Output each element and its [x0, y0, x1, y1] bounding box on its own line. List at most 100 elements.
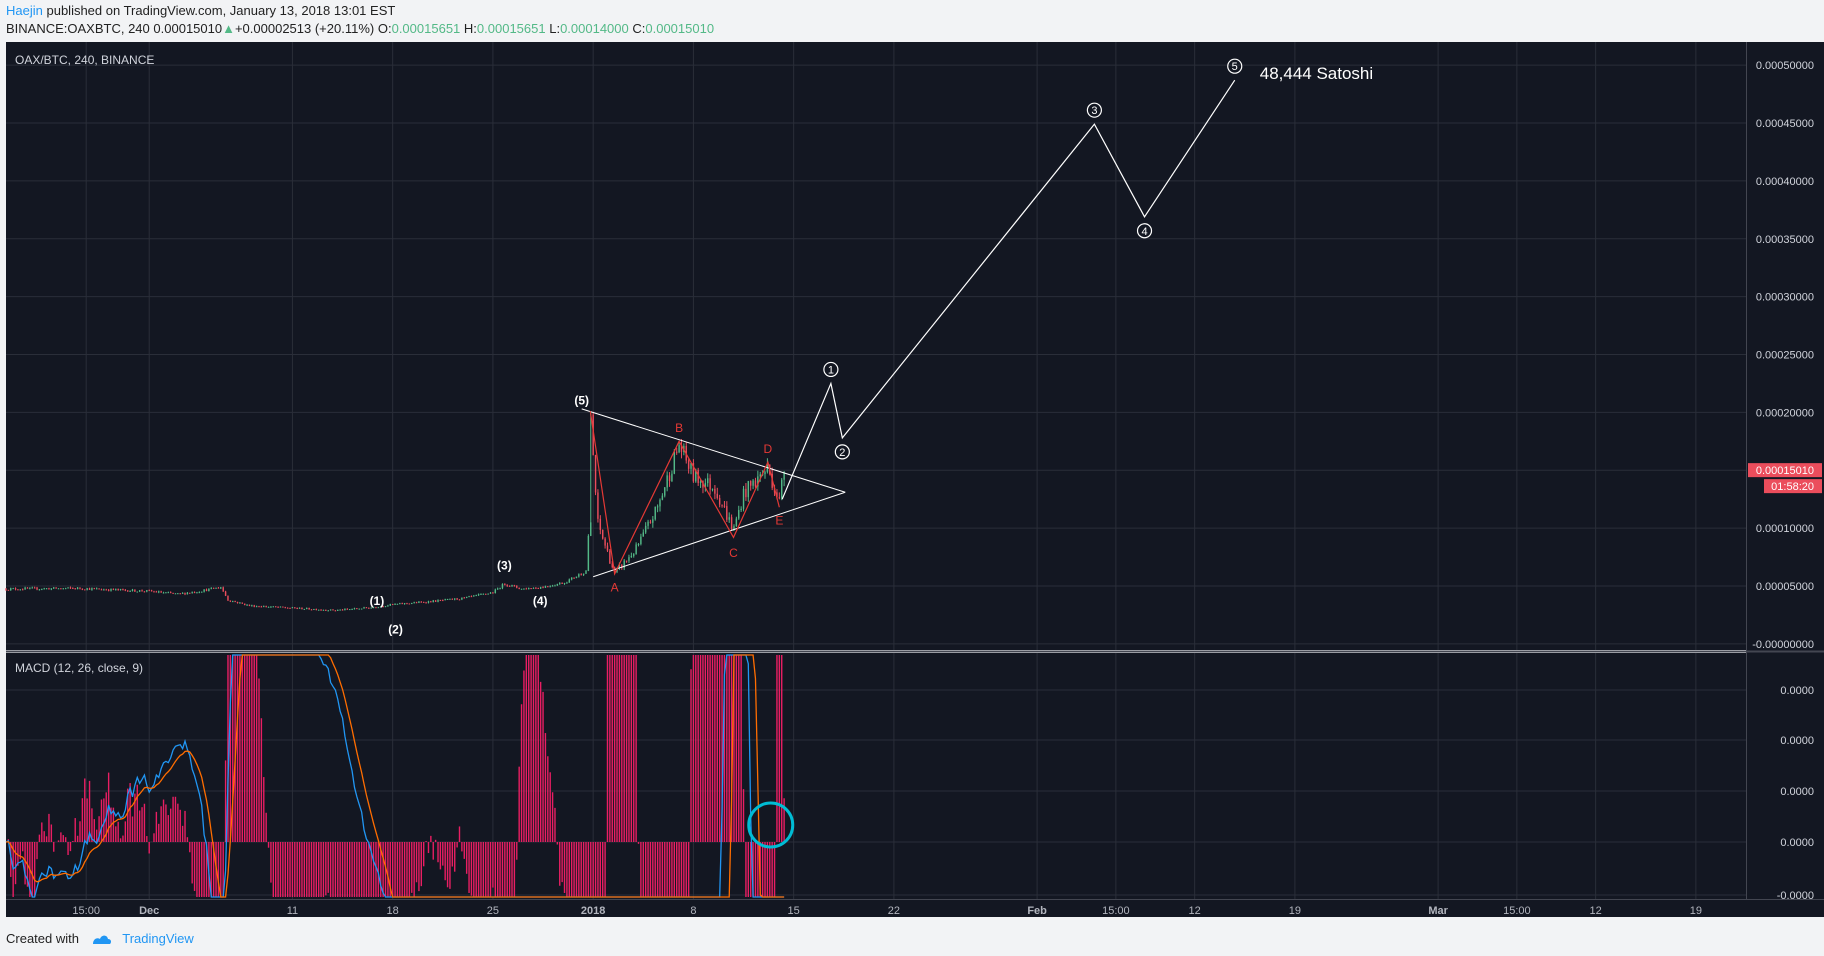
- candle-body: [289, 607, 291, 609]
- tradingview-link[interactable]: TradingView: [122, 931, 194, 946]
- time-axis-tick-label: 15:00: [1503, 905, 1531, 917]
- footer: Created with TradingView: [6, 931, 194, 946]
- candle-body: [704, 483, 707, 488]
- candle-body: [568, 579, 571, 583]
- candle-body: [504, 583, 506, 585]
- candle-body: [654, 506, 656, 520]
- candle-body: [174, 593, 177, 595]
- candle-body: [394, 603, 396, 605]
- candle-body: [516, 585, 518, 588]
- candle-body: [186, 592, 189, 595]
- candle-body: [227, 595, 229, 601]
- candle-body: [675, 451, 678, 453]
- candle-body: [570, 577, 573, 580]
- candle-body: [735, 518, 738, 527]
- candle-body: [21, 589, 24, 591]
- price-axis-tick-label: 0.00050000: [1756, 60, 1814, 72]
- candle-body: [12, 588, 14, 590]
- candle-body: [279, 606, 282, 608]
- time-axis-tick-label: 15: [788, 905, 800, 917]
- candle-body: [511, 585, 513, 587]
- candle-body: [561, 582, 563, 584]
- candle-body: [131, 589, 134, 592]
- candle-body: [668, 475, 671, 481]
- projection-wave-label: 4: [1141, 226, 1147, 238]
- candle-body: [251, 605, 253, 607]
- last-price-tag-label: 0.00015010: [1756, 465, 1814, 477]
- target-annotation: 48,444 Satoshi: [1260, 64, 1373, 83]
- candle-body: [427, 601, 430, 603]
- candle-body: [291, 607, 294, 609]
- candle-body: [592, 414, 594, 455]
- candle-body: [229, 600, 232, 602]
- candle-body: [33, 587, 36, 589]
- candle-body: [26, 587, 29, 589]
- candle-body: [103, 589, 105, 591]
- candle-body: [203, 589, 205, 592]
- candle-body: [258, 606, 260, 608]
- candle-body: [587, 535, 590, 571]
- candle-body: [162, 592, 165, 594]
- candle-body: [778, 497, 781, 499]
- candle-body: [485, 593, 487, 595]
- price-pane-background: [6, 42, 1746, 650]
- candle-body: [263, 606, 265, 608]
- macd-axis-tick-label: -0.0000: [1777, 890, 1814, 902]
- candle-body: [716, 493, 718, 499]
- candle-body: [84, 589, 86, 591]
- candle-body: [358, 608, 360, 610]
- candle-body: [222, 587, 224, 592]
- candle-body: [55, 587, 57, 589]
- candle-body: [79, 587, 81, 589]
- candle-body: [697, 469, 699, 483]
- candle-body: [334, 610, 337, 612]
- candle-body: [14, 588, 17, 590]
- price-axis-tick-label: 0.00005000: [1756, 581, 1814, 593]
- candle-body: [327, 610, 329, 612]
- candle-body: [559, 582, 561, 585]
- price-axis-tick-label: 0.00010000: [1756, 523, 1814, 535]
- candle-body: [764, 472, 766, 475]
- candle-body: [699, 481, 702, 483]
- price-change: +0.00002513 (+20.11%): [234, 21, 375, 36]
- candle-body: [759, 474, 761, 477]
- candle-body: [332, 609, 334, 611]
- candle-body: [738, 510, 740, 519]
- candle-body: [36, 587, 38, 590]
- candle-body: [72, 588, 74, 590]
- time-axis-tick-label: Dec: [139, 905, 159, 917]
- author-link[interactable]: Haejin: [6, 3, 43, 18]
- candle-body: [630, 555, 633, 558]
- projection-label-circle: [1136, 223, 1153, 239]
- candle-body: [17, 589, 19, 591]
- candle-body: [169, 592, 172, 594]
- candle-body: [709, 478, 711, 490]
- candle-body: [580, 574, 582, 576]
- candle-body: [95, 588, 98, 590]
- candle-body: [678, 445, 680, 453]
- candle-body: [723, 505, 726, 507]
- candle-body: [86, 588, 88, 590]
- candle-body: [664, 487, 666, 496]
- candle-body: [119, 589, 122, 591]
- candle-body: [506, 584, 508, 586]
- chart-canvas[interactable]: 15:00 Dec 11 18 25 2018 8 15 22 Feb 15:00 12 19 Mar 15…: [0, 42, 1824, 920]
- candle-body: [399, 603, 401, 605]
- publish-line: Haejin published on TradingView.com, Jan…: [6, 3, 395, 18]
- ohlc-close-value: 0.00015010: [645, 21, 715, 36]
- countdown-tag-label: 01:58:20: [1771, 481, 1814, 493]
- candle-body: [513, 585, 516, 587]
- candle-body: [5, 588, 7, 590]
- triangle-wave-label: D: [764, 442, 773, 456]
- candle-body: [38, 589, 41, 591]
- candle-body: [477, 594, 480, 596]
- candle-body: [625, 560, 628, 562]
- candle-body: [633, 554, 635, 556]
- candle-body: [730, 517, 733, 530]
- candle-body: [442, 600, 444, 602]
- candle-body: [205, 589, 208, 591]
- candle-body: [528, 588, 530, 590]
- projection-wave-label: 5: [1232, 61, 1238, 73]
- candle-body: [611, 563, 613, 568]
- last-price-tag: [1748, 463, 1822, 478]
